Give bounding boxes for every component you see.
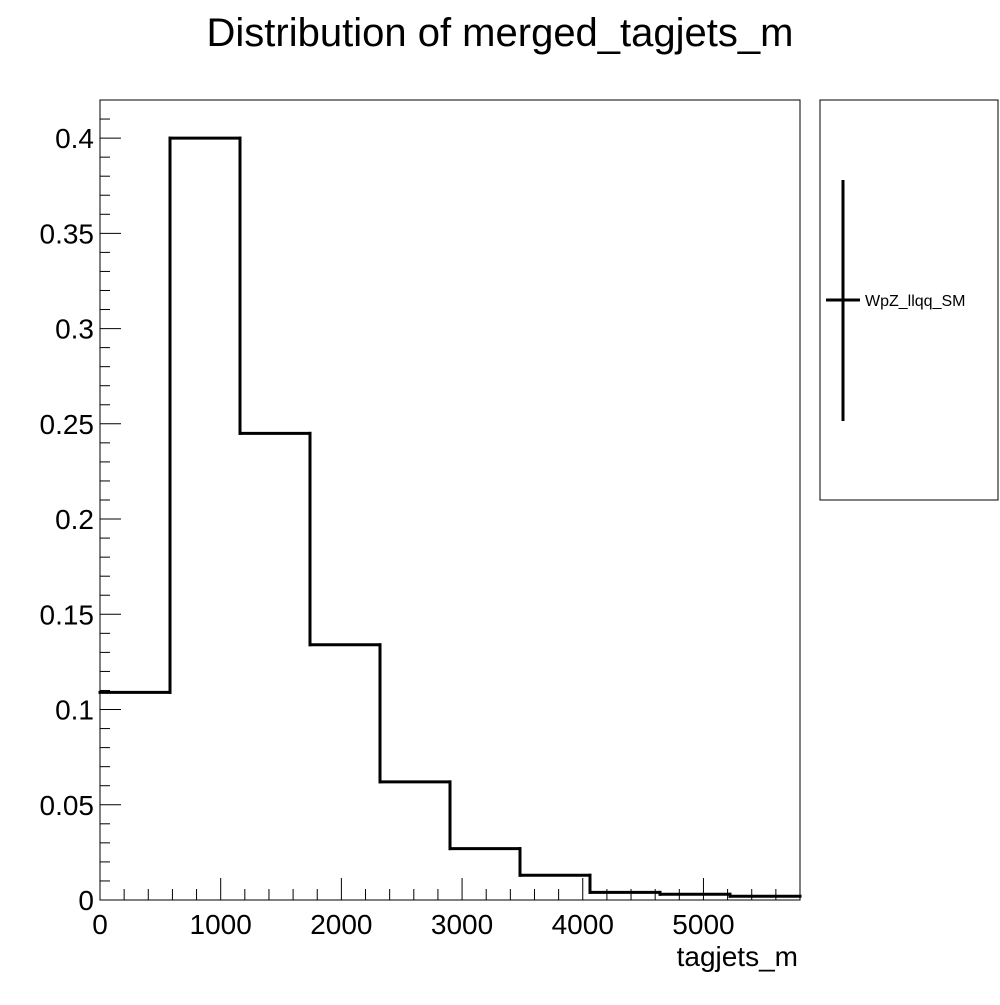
x-tick-label: 5000 (672, 909, 734, 940)
y-tick-label: 0.3 (55, 314, 94, 345)
x-tick-label: 2000 (310, 909, 372, 940)
y-tick-label: 0.05 (40, 790, 95, 821)
y-tick-label: 0.2 (55, 504, 94, 535)
legend: WpZ_llqq_SM (819, 99, 999, 501)
y-tick-label: 0 (78, 885, 94, 916)
y-tick-label: 0.35 (40, 218, 95, 249)
y-tick-label: 0.25 (40, 409, 95, 440)
histogram-bin (238, 136, 312, 435)
x-tick-label: 3000 (431, 909, 493, 940)
chart-title: Distribution of merged_tagjets_m (207, 11, 794, 55)
histogram-series (98, 136, 802, 898)
y-tick-label: 0.4 (55, 123, 94, 154)
y-axis: 0 0.05 0.1 0.15 0.2 0.25 0.3 0.35 0.4 (40, 99, 121, 916)
histogram-bin (448, 780, 522, 851)
histogram-bin (658, 890, 732, 896)
x-tick-label: 4000 (552, 909, 614, 940)
legend-label: WpZ_llqq_SM (865, 293, 965, 310)
histogram-bin (588, 873, 662, 894)
histogram-bin (378, 643, 452, 784)
x-axis-title: tagjets_m (677, 941, 798, 972)
x-tick-label: 1000 (190, 909, 252, 940)
y-tick-label: 0.1 (55, 695, 94, 726)
x-axis: 0 1000 2000 3000 4000 5000 (92, 878, 801, 940)
histogram-bin (518, 847, 592, 877)
plot-frame (99, 99, 801, 901)
y-tick-label: 0.15 (40, 599, 95, 630)
histogram-bin (728, 892, 802, 898)
histogram-bin (308, 431, 382, 647)
x-tick-label: 0 (92, 909, 108, 940)
histogram-bin (168, 136, 242, 694)
